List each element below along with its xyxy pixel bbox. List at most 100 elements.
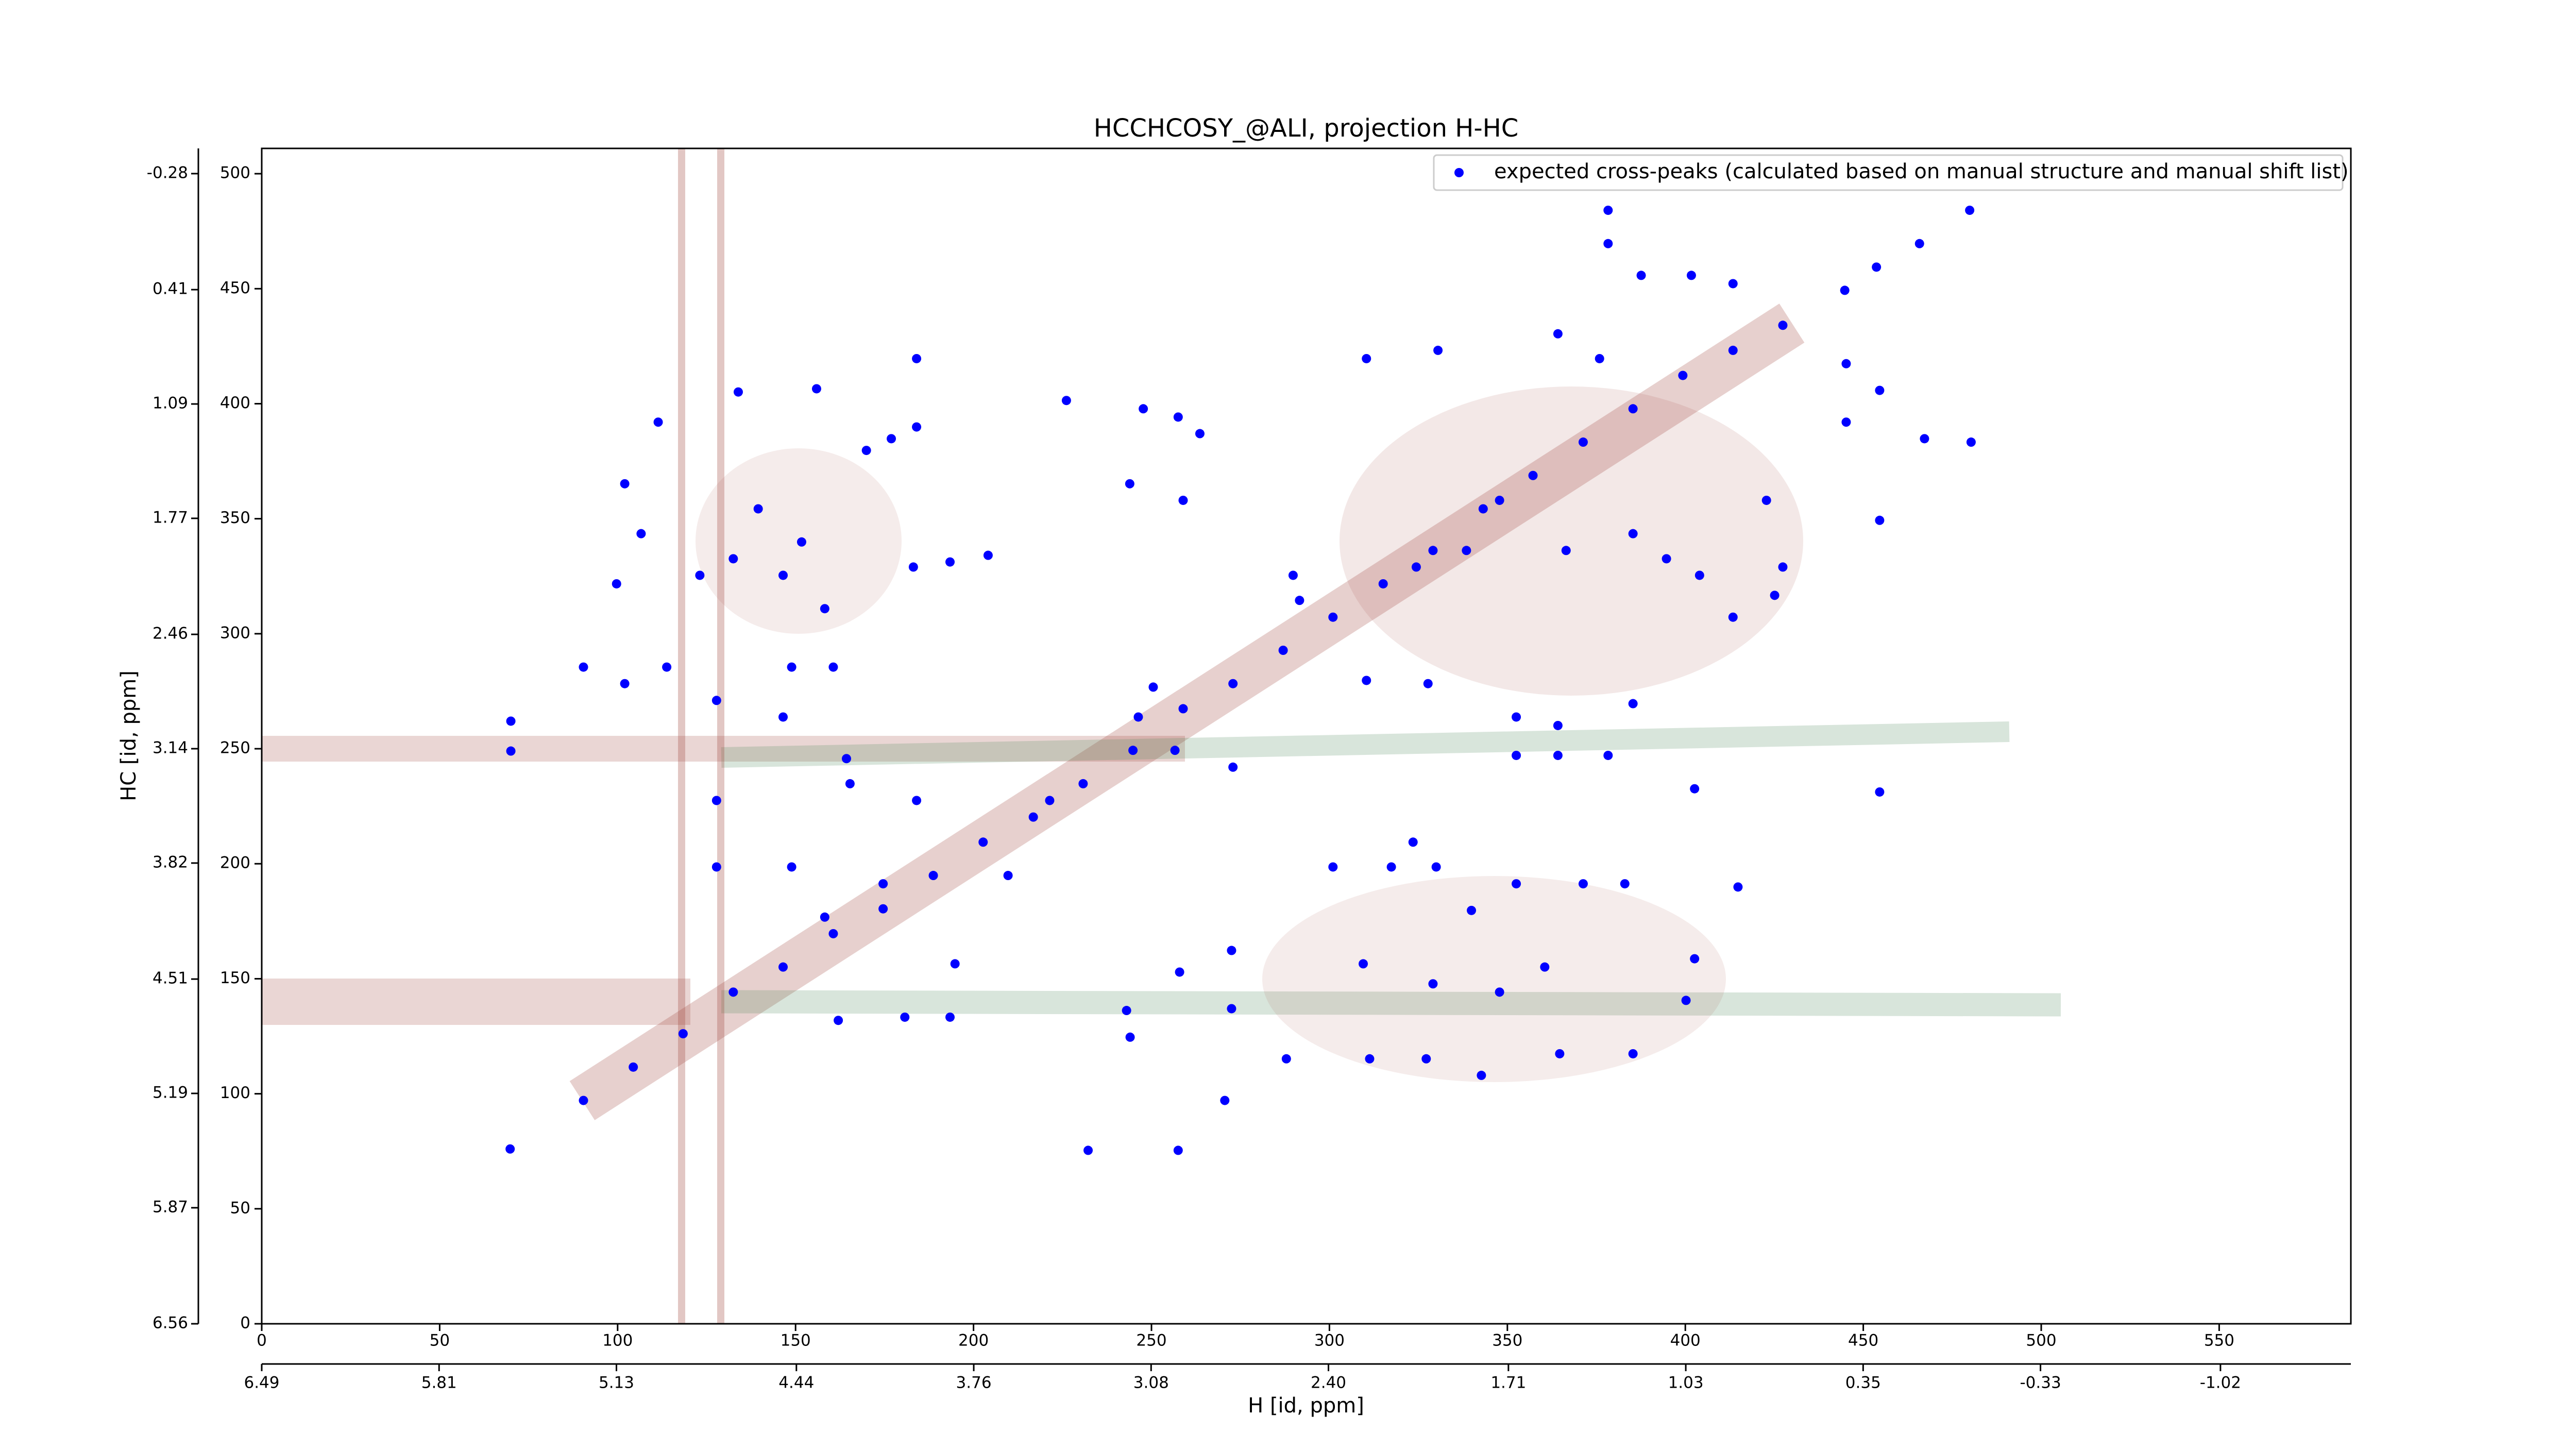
cross-peak: [1603, 206, 1613, 215]
cross-peak: [1362, 676, 1371, 685]
cross-peak: [1728, 612, 1738, 622]
cross-peak: [1178, 495, 1188, 505]
cluster-contour: [1340, 386, 1803, 696]
cross-peak: [1128, 746, 1138, 755]
x2-tick-label: -1.02: [2200, 1374, 2241, 1392]
cross-peak: [1875, 515, 1885, 525]
cross-peak: [1512, 712, 1521, 722]
cross-peak: [945, 1012, 955, 1022]
cross-peak: [1694, 570, 1704, 580]
y2-tick-label: 4.51: [152, 969, 188, 988]
cross-peak: [1195, 429, 1205, 439]
cross-peak: [1540, 962, 1550, 972]
cross-peak: [778, 962, 788, 972]
cross-peak: [1875, 385, 1885, 395]
x2-tick-label: 5.13: [599, 1374, 634, 1392]
cross-peak: [662, 662, 672, 672]
cross-peak: [1628, 699, 1638, 709]
cross-peak: [787, 862, 796, 872]
y-tick-label: 50: [230, 1199, 250, 1217]
cross-peak: [1578, 437, 1588, 447]
cross-peak: [1228, 679, 1238, 688]
cross-peak: [1628, 529, 1638, 538]
cross-peak: [983, 550, 993, 560]
cross-peak: [945, 557, 955, 567]
cross-peak: [912, 353, 922, 363]
cross-peak: [1728, 345, 1738, 355]
cross-peak: [1411, 562, 1421, 572]
cross-peak: [636, 529, 646, 538]
cross-peak: [1553, 720, 1563, 730]
cross-peak: [1133, 712, 1143, 722]
x2-tick-label: 3.76: [956, 1374, 992, 1392]
cross-peak: [653, 417, 663, 427]
y-tick-label: 250: [220, 739, 250, 757]
cross-peak: [1175, 967, 1184, 977]
cross-peak: [1028, 812, 1038, 822]
x2-tick-label: 6.49: [244, 1374, 279, 1392]
x-tick-label: 300: [1314, 1332, 1345, 1350]
cross-peak: [1966, 437, 1976, 447]
cross-peak: [753, 504, 763, 514]
cross-peak: [1965, 206, 1975, 215]
cross-peak: [1841, 359, 1851, 368]
cross-peak: [811, 384, 821, 394]
cross-peak: [845, 779, 855, 788]
y-tick-label: 450: [220, 279, 250, 297]
cross-peak: [1170, 746, 1180, 755]
cross-peak: [1148, 682, 1158, 692]
cross-peak: [1681, 996, 1691, 1005]
cluster-contour: [1262, 876, 1726, 1082]
band-contour: [721, 990, 2061, 1017]
x2-tick-label: 1.71: [1490, 1374, 1526, 1392]
cross-peak: [1512, 879, 1521, 889]
cross-peak: [1003, 871, 1013, 881]
cross-peak: [1359, 959, 1368, 969]
x2-tick-label: 0.35: [1845, 1374, 1881, 1392]
y2-tick-label: 5.19: [152, 1083, 188, 1102]
cross-peak: [1228, 762, 1238, 772]
legend-marker: [1454, 168, 1464, 177]
cross-peak: [1914, 239, 1924, 248]
cross-peak: [861, 446, 871, 456]
cross-peak: [1173, 1145, 1183, 1155]
cross-peak: [1778, 321, 1788, 330]
cross-peak: [1686, 271, 1696, 280]
cross-peak: [841, 754, 851, 764]
x-axis-label: H [id, ppm]: [1248, 1394, 1364, 1418]
y2-tick-label: 0.41: [152, 280, 188, 298]
x-tick-label: 0: [257, 1332, 267, 1350]
cross-peak: [1278, 646, 1288, 655]
x2-tick-label: 2.40: [1311, 1374, 1346, 1392]
cross-peak: [1288, 570, 1298, 580]
cross-peak: [1495, 987, 1504, 997]
cross-peak: [778, 570, 788, 580]
cross-peak: [1428, 546, 1438, 555]
cross-peak: [1281, 1054, 1291, 1064]
cross-peak: [1173, 412, 1183, 422]
cross-peak: [1122, 1006, 1131, 1016]
cross-peak: [1139, 404, 1148, 414]
cross-peak: [1555, 1049, 1565, 1058]
cross-peak: [787, 662, 796, 672]
cross-peak: [1728, 279, 1738, 289]
cross-peak: [505, 1144, 515, 1154]
y-tick-label: 150: [220, 969, 250, 987]
x2-tick-label: 4.44: [778, 1374, 814, 1392]
y-tick-label: 400: [220, 394, 250, 412]
cross-peak: [1733, 882, 1743, 892]
cross-peak: [1220, 1096, 1230, 1105]
spectrum-contours: [262, 148, 2061, 1324]
x-tick-label: 150: [781, 1332, 811, 1350]
cross-peak: [1328, 862, 1338, 872]
chart-title: HCCHCOSY_@ALI, projection H-HC: [1094, 114, 1519, 143]
x-tick-label: 400: [1670, 1332, 1701, 1350]
cross-peak: [1478, 504, 1488, 514]
x-tick-label: 450: [1848, 1332, 1878, 1350]
cross-peak: [620, 679, 630, 688]
cross-peak: [908, 562, 918, 572]
cross-peak: [820, 912, 829, 922]
y2-tick-label: -0.28: [147, 163, 188, 182]
cross-peak: [1778, 562, 1788, 572]
